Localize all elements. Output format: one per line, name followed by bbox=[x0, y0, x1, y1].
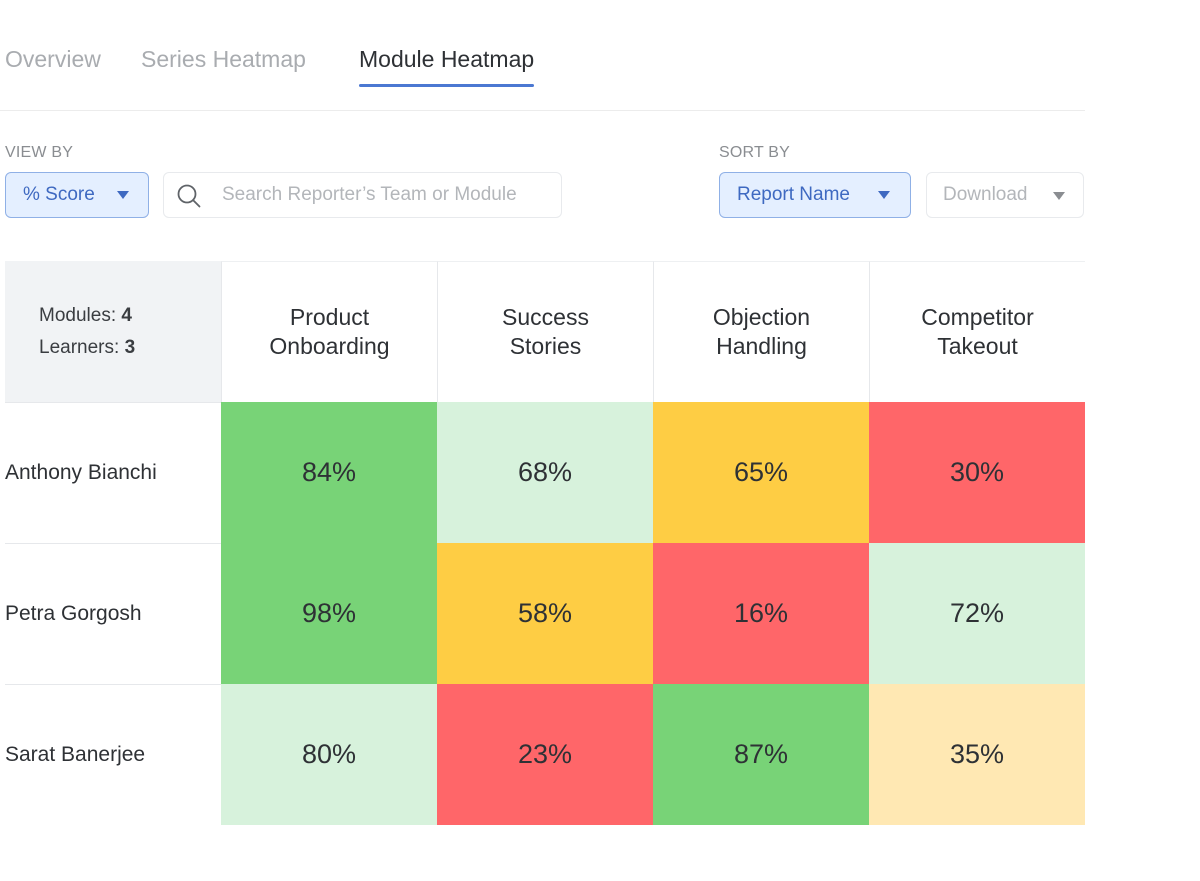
view-by-dropdown[interactable]: % Score bbox=[5, 172, 149, 218]
heatmap-summary: Modules: 4 Learners: 3 bbox=[5, 261, 221, 402]
tab-bar: Overview Series Heatmap Module Heatmap bbox=[0, 40, 1085, 111]
tab-module-heatmap-label: Module Heatmap bbox=[359, 46, 535, 72]
search-input[interactable] bbox=[222, 181, 552, 209]
heatmap-cell[interactable]: 58% bbox=[437, 543, 653, 684]
column-header-line: Onboarding bbox=[269, 333, 390, 359]
modules-count: 4 bbox=[121, 304, 132, 326]
chevron-down-icon bbox=[878, 191, 890, 199]
heatmap-cell[interactable]: 30% bbox=[869, 402, 1085, 543]
heatmap-cell[interactable]: 65% bbox=[653, 402, 869, 543]
heatmap-cell[interactable]: 35% bbox=[869, 684, 1085, 825]
column-header-competitor-takeout[interactable]: Competitor Takeout bbox=[869, 261, 1085, 402]
heatmap-cell[interactable]: 23% bbox=[437, 684, 653, 825]
column-header-line: Success bbox=[502, 304, 589, 330]
sort-by-value: Report Name bbox=[737, 184, 850, 205]
column-header-success-stories[interactable]: Success Stories bbox=[437, 261, 653, 402]
row-name-sarat-banerjee[interactable]: Sarat Banerjee bbox=[5, 684, 221, 825]
chevron-down-icon bbox=[117, 191, 129, 199]
learners-count-line: Learners: 3 bbox=[39, 332, 135, 364]
heatmap-cell[interactable]: 87% bbox=[653, 684, 869, 825]
modules-label: Modules: bbox=[39, 304, 117, 326]
chevron-down-icon bbox=[1053, 192, 1065, 200]
sort-by-label: SORT BY bbox=[719, 144, 791, 161]
heatmap-cell[interactable]: 68% bbox=[437, 402, 653, 543]
column-header-line: Handling bbox=[716, 333, 807, 359]
row-name-petra-gorgosh[interactable]: Petra Gorgosh bbox=[5, 543, 221, 684]
search-icon bbox=[177, 184, 201, 208]
column-header-line: Competitor bbox=[921, 304, 1034, 330]
column-header-line: Objection bbox=[712, 304, 811, 330]
download-dropdown[interactable]: Download bbox=[926, 172, 1084, 218]
heatmap-cell[interactable]: 98% bbox=[221, 543, 437, 684]
column-header-line: Stories bbox=[509, 333, 582, 359]
row-name-anthony-bianchi[interactable]: Anthony Bianchi bbox=[5, 402, 221, 543]
tab-series-heatmap[interactable]: Series Heatmap bbox=[141, 46, 306, 72]
download-label: Download bbox=[943, 184, 1028, 205]
modules-count-line: Modules: 4 bbox=[39, 300, 135, 332]
column-header-line: Product bbox=[289, 304, 370, 330]
tab-module-heatmap[interactable]: Module Heatmap bbox=[359, 46, 535, 87]
learners-label: Learners: bbox=[39, 336, 120, 358]
sort-by-dropdown[interactable]: Report Name bbox=[719, 172, 911, 218]
column-header-product-onboarding[interactable]: Product Onboarding bbox=[221, 261, 437, 402]
view-by-value: % Score bbox=[23, 184, 95, 205]
heatmap-cell[interactable]: 16% bbox=[653, 543, 869, 684]
heatmap-cell[interactable]: 80% bbox=[221, 684, 437, 825]
learners-count: 3 bbox=[124, 336, 136, 358]
view-by-label: VIEW BY bbox=[5, 144, 74, 161]
active-tab-indicator bbox=[359, 84, 535, 87]
column-header-objection-handling[interactable]: Objection Handling bbox=[653, 261, 869, 402]
tab-overview[interactable]: Overview bbox=[5, 46, 101, 72]
heatmap-cell[interactable]: 84% bbox=[221, 402, 437, 543]
column-header-line: Takeout bbox=[937, 333, 1018, 359]
heatmap-cell[interactable]: 72% bbox=[869, 543, 1085, 684]
search-field[interactable] bbox=[163, 172, 562, 218]
